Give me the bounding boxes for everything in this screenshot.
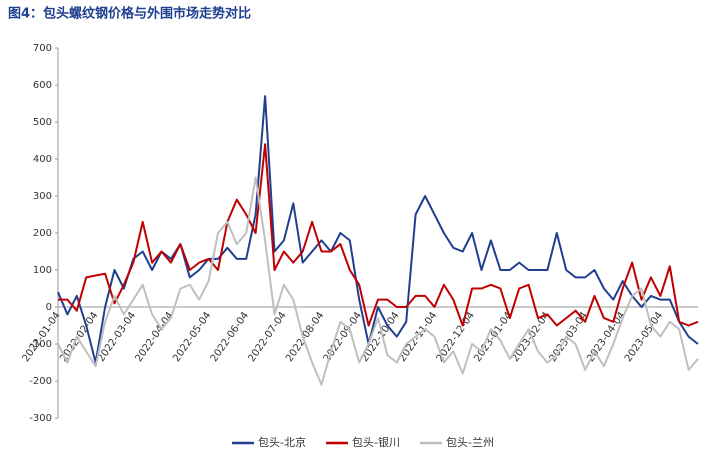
y-tick-label: -100	[29, 339, 52, 350]
y-tick-label: 400	[33, 154, 52, 165]
y-tick-label: -300	[29, 413, 52, 424]
x-tick-label: 2022-08-04	[284, 310, 326, 364]
x-tick-label: 2022-11-04	[397, 310, 439, 364]
series-line	[58, 143, 699, 327]
legend-label: 包头-兰州	[446, 436, 494, 449]
x-tick-label: 2022-10-04	[359, 310, 401, 364]
legend-label: 包头-银川	[352, 435, 400, 449]
x-tick-label: 2022-07-04	[246, 310, 288, 364]
y-tick-label: 500	[33, 117, 52, 128]
x-tick-label: 2023-03-04	[548, 310, 590, 364]
y-tick-label: 200	[33, 228, 52, 239]
y-tick-label: 600	[33, 80, 52, 91]
y-tick-label: 100	[33, 265, 52, 276]
y-tick-label: 700	[33, 43, 52, 54]
legend-label: 包头-北京	[258, 435, 306, 449]
x-tick-label: 2022-06-04	[209, 310, 251, 364]
x-tick-label: 2022-01-04	[21, 310, 63, 364]
x-tick-label: 2022-05-04	[171, 310, 213, 364]
x-tick-label: 2023-05-04	[623, 310, 665, 364]
series-line	[57, 176, 699, 386]
series-line	[57, 95, 699, 364]
y-tick-label: 0	[46, 302, 52, 313]
y-tick-label: 300	[33, 191, 52, 202]
chart-title: 图4：包头螺纹钢价格与外围市场走势对比	[8, 6, 251, 22]
y-tick-label: -200	[29, 376, 52, 387]
